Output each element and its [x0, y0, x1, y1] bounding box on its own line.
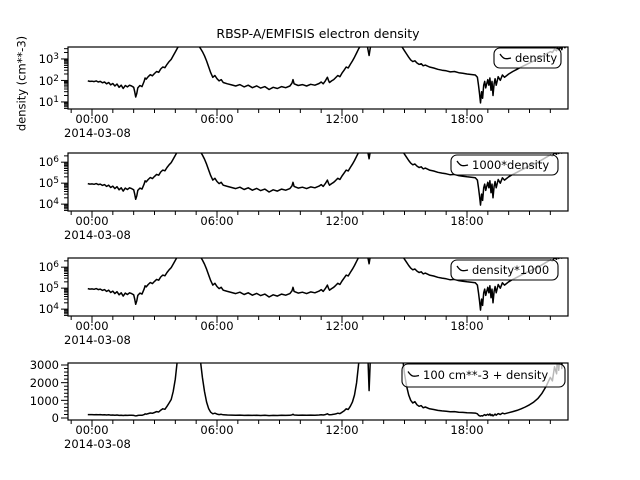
legend-line-sample-icon: [456, 265, 469, 272]
panel3-frame[interactable]: [67, 257, 569, 317]
p3-xtick-1200: 12:00: [325, 319, 359, 333]
density-curve-panel4: [87, 363, 563, 417]
legend-label-densityx1000[interactable]: density*1000: [472, 263, 550, 277]
p2-xtick-1800: 18:00: [450, 214, 484, 228]
panel2-frame[interactable]: [67, 152, 569, 212]
density-curve-panel1: [87, 47, 567, 104]
p2-xtick-1200: 12:00: [325, 214, 359, 228]
p3-xtick-1800: 18:00: [450, 319, 484, 333]
p4-xtick-1200: 12:00: [325, 423, 359, 437]
p4-ytick-1000: 1000: [29, 394, 59, 408]
p4-xtick-0000: 00:00: [75, 423, 109, 437]
p3-date-label: 2014-03-08: [64, 333, 131, 347]
legend-label-density[interactable]: density: [515, 51, 558, 65]
panel3-x-ticks: [70, 316, 551, 323]
legend-box-panel2[interactable]: [450, 154, 559, 176]
p2-ytick-1e4: 104: [38, 197, 59, 211]
p1-date-label: 2014-03-08: [64, 126, 131, 140]
p2-date-label: 2014-03-08: [64, 228, 131, 242]
density-curve-panel2: [87, 153, 563, 206]
p4-ytick-3000: 3000: [29, 358, 59, 372]
panel4-frame[interactable]: [67, 362, 569, 421]
p4-ytick-2000: 2000: [29, 376, 59, 390]
p2-xtick-0600: 06:00: [200, 214, 234, 228]
panel3-y-ticks: [61, 260, 68, 316]
panel1-frame[interactable]: [67, 46, 569, 110]
legend-label-100cm3-plus-density[interactable]: 100 cm**-3 + density: [423, 368, 549, 382]
p1-xtick-0000: 00:00: [75, 112, 109, 126]
panel4-x-ticks: [70, 420, 551, 427]
p3-ytick-1e4: 104: [38, 302, 59, 316]
p2-ytick-1e6: 106: [38, 155, 59, 169]
legend-line-sample-icon: [499, 53, 512, 60]
panel1-y-ticks: [61, 48, 68, 109]
p4-ytick-0: 0: [51, 411, 59, 425]
p1-ytick-1e1: 101: [38, 95, 59, 109]
legend-box-panel3[interactable]: [450, 259, 559, 281]
panel1-x-ticks: [70, 109, 551, 116]
p1-ytick-1e2: 102: [38, 74, 59, 88]
legend-box-panel4[interactable]: [401, 363, 566, 388]
panel4-y-ticks: [61, 364, 68, 419]
p1-xtick-1800: 18:00: [450, 112, 484, 126]
p2-xtick-0000: 00:00: [75, 214, 109, 228]
panel2-x-ticks: [70, 211, 551, 218]
p3-xtick-0600: 06:00: [200, 319, 234, 333]
legend-box-panel1[interactable]: [493, 47, 562, 69]
chart-title: RBSP-A/EMFISIS electron density: [216, 26, 420, 41]
legend-line-sample-icon: [456, 160, 469, 167]
p1-xtick-1200: 12:00: [325, 112, 359, 126]
p1-xtick-0600: 06:00: [200, 112, 234, 126]
p4-date-label: 2014-03-08: [64, 437, 131, 451]
legend-label-1000xdensity[interactable]: 1000*density: [472, 158, 550, 172]
legend-line-sample-icon: [407, 371, 420, 377]
p3-ytick-1e5: 105: [38, 281, 59, 295]
p2-ytick-1e5: 105: [38, 176, 59, 190]
p4-xtick-0600: 06:00: [200, 423, 234, 437]
p3-xtick-0000: 00:00: [75, 319, 109, 333]
panel2-y-ticks: [61, 155, 68, 211]
p1-ytick-1e3: 103: [38, 52, 59, 66]
p4-xtick-1800: 18:00: [450, 423, 484, 437]
p3-ytick-1e6: 106: [38, 260, 59, 274]
density-curve-panel3: [87, 258, 563, 311]
